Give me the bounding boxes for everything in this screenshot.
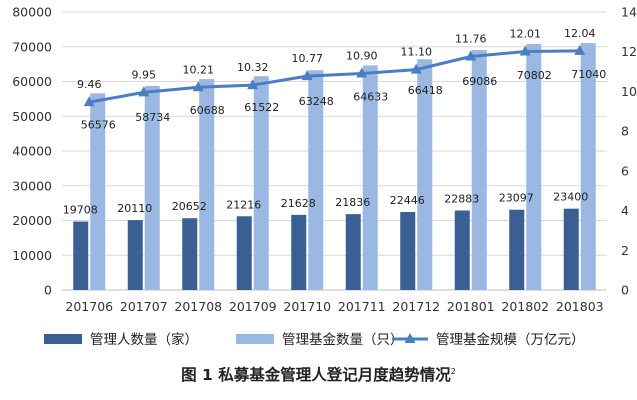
legend-swatch-manager-count (44, 334, 82, 344)
legend-marker-triangle (404, 333, 416, 343)
data-label-fund-scale: 11.76 (455, 32, 487, 45)
bar-fund-count (362, 65, 378, 290)
chart-caption: 图 1 私募基金管理人登记月度趋势情况2 (0, 363, 637, 385)
bar-manager-count (291, 214, 307, 290)
data-label-fund-count: 58734 (135, 111, 170, 124)
y-right-tick-label: 8 (621, 124, 629, 139)
line-marker-triangle (83, 96, 95, 107)
data-label-fund-count: 61522 (244, 101, 279, 114)
y-left-tick-label: 30000 (12, 178, 52, 193)
y-right-tick-label: 6 (621, 163, 629, 178)
x-tick-label: 201802 (501, 299, 549, 314)
data-label-fund-count: 63248 (299, 95, 334, 108)
x-tick-label: 201803 (556, 299, 604, 314)
y-left-tick-label: 10000 (12, 248, 52, 263)
data-label-fund-count: 69086 (462, 75, 497, 88)
data-label-manager-count: 21836 (335, 196, 370, 209)
line-marker-triangle (247, 79, 259, 90)
y-right-tick-label: 10 (621, 84, 637, 99)
data-label-fund-scale: 10.32 (237, 61, 269, 74)
data-label-manager-count: 20110 (117, 202, 152, 215)
legend-label-manager-count: 管理人数量（家） (90, 331, 198, 348)
y-left-tick-label: 20000 (12, 213, 52, 228)
data-label-manager-count: 23097 (499, 192, 534, 205)
bar-manager-count (509, 209, 525, 290)
line-marker-triangle (356, 67, 368, 78)
x-tick-label: 201801 (447, 299, 495, 314)
data-label-fund-count: 70802 (517, 69, 552, 82)
bar-fund-count (580, 43, 596, 290)
data-label-manager-count: 21216 (226, 198, 261, 211)
line-fund-scale (88, 49, 580, 104)
bar-fund-count (417, 59, 433, 290)
x-tick-label: 201712 (392, 299, 440, 314)
legend-label-fund-scale: 管理基金规模（万亿元） (436, 331, 585, 348)
data-label-fund-scale: 12.01 (510, 28, 542, 41)
y-left-tick-label: 70000 (12, 39, 52, 54)
bar-fund-count (471, 49, 487, 291)
data-label-manager-count: 22883 (444, 192, 479, 205)
legend-label-fund-count: 管理基金数量（只） (282, 331, 404, 348)
data-label-manager-count: 22446 (390, 194, 425, 207)
data-label-manager-count: 19708 (63, 204, 98, 217)
bar-manager-count (182, 218, 198, 290)
bar-manager-count (563, 208, 579, 290)
y-left-tick-label: 60000 (12, 74, 52, 89)
y-left-tick-label: 40000 (12, 144, 52, 159)
data-label-fund-scale: 9.46 (77, 78, 102, 91)
bar-manager-count (127, 220, 143, 290)
data-label-fund-count: 66418 (408, 84, 443, 97)
bar-fund-count (199, 79, 215, 291)
y-left-tick-label: 0 (44, 283, 52, 298)
line-marker-triangle (410, 63, 422, 74)
data-label-fund-count: 60688 (190, 104, 225, 117)
y-right-tick-label: 2 (621, 243, 629, 258)
data-label-fund-scale: 10.21 (183, 63, 215, 76)
bar-fund-count (144, 85, 160, 290)
line-marker-triangle (519, 45, 531, 56)
combo-chart: 0 10000 20000 30000 40000 50000 60000 70000 8000… (12, 5, 637, 349)
x-tick-label: 201708 (174, 299, 222, 314)
data-label-fund-count: 71040 (571, 68, 606, 81)
y-right-tick-label: 4 (621, 203, 629, 218)
data-label-manager-count: 23400 (553, 191, 588, 204)
x-tick-label: 201709 (229, 299, 277, 314)
data-label-fund-count: 56576 (81, 118, 116, 131)
data-label-fund-scale: 10.77 (292, 52, 324, 65)
line-marker-triangle (465, 50, 477, 61)
bar-fund-count (526, 43, 542, 291)
line-marker-triangle (192, 81, 204, 92)
line-marker-triangle (138, 86, 150, 97)
data-label-fund-count: 64633 (353, 90, 388, 103)
chart-title-superscript: 2 (450, 366, 456, 376)
bar-manager-count (400, 212, 416, 290)
y-right-tick-label: 12 (621, 44, 637, 59)
y-left-tick-label: 80000 (12, 5, 52, 20)
data-label-manager-count: 21628 (281, 197, 316, 210)
x-tick-label: 201710 (283, 299, 331, 314)
bar-fund-count (90, 93, 106, 290)
bar-fund-count (308, 70, 324, 291)
line-marker-triangle (301, 70, 313, 81)
x-tick-label: 201711 (338, 299, 386, 314)
y-left-tick-label: 50000 (12, 109, 52, 124)
y-right-tick-label: 14 (621, 5, 637, 20)
bar-manager-count (454, 210, 470, 290)
data-label-fund-scale: 12.04 (564, 27, 596, 40)
data-label-fund-scale: 10.90 (346, 50, 378, 63)
y-right-tick-label: 0 (621, 283, 629, 298)
bar-manager-count (73, 221, 89, 290)
x-tick-label: 201706 (65, 299, 113, 314)
legend-swatch-fund-count (236, 334, 274, 344)
data-label-manager-count: 20652 (172, 200, 207, 213)
line-marker-triangle (574, 44, 586, 55)
x-tick-label: 201707 (120, 299, 168, 314)
bar-manager-count (236, 216, 252, 290)
bar-manager-count (345, 214, 361, 290)
bar-fund-count (253, 76, 269, 290)
data-label-fund-scale: 9.95 (132, 68, 157, 81)
data-label-fund-scale: 11.10 (401, 46, 433, 59)
chart-title: 图 1 私募基金管理人登记月度趋势情况 (181, 366, 451, 384)
